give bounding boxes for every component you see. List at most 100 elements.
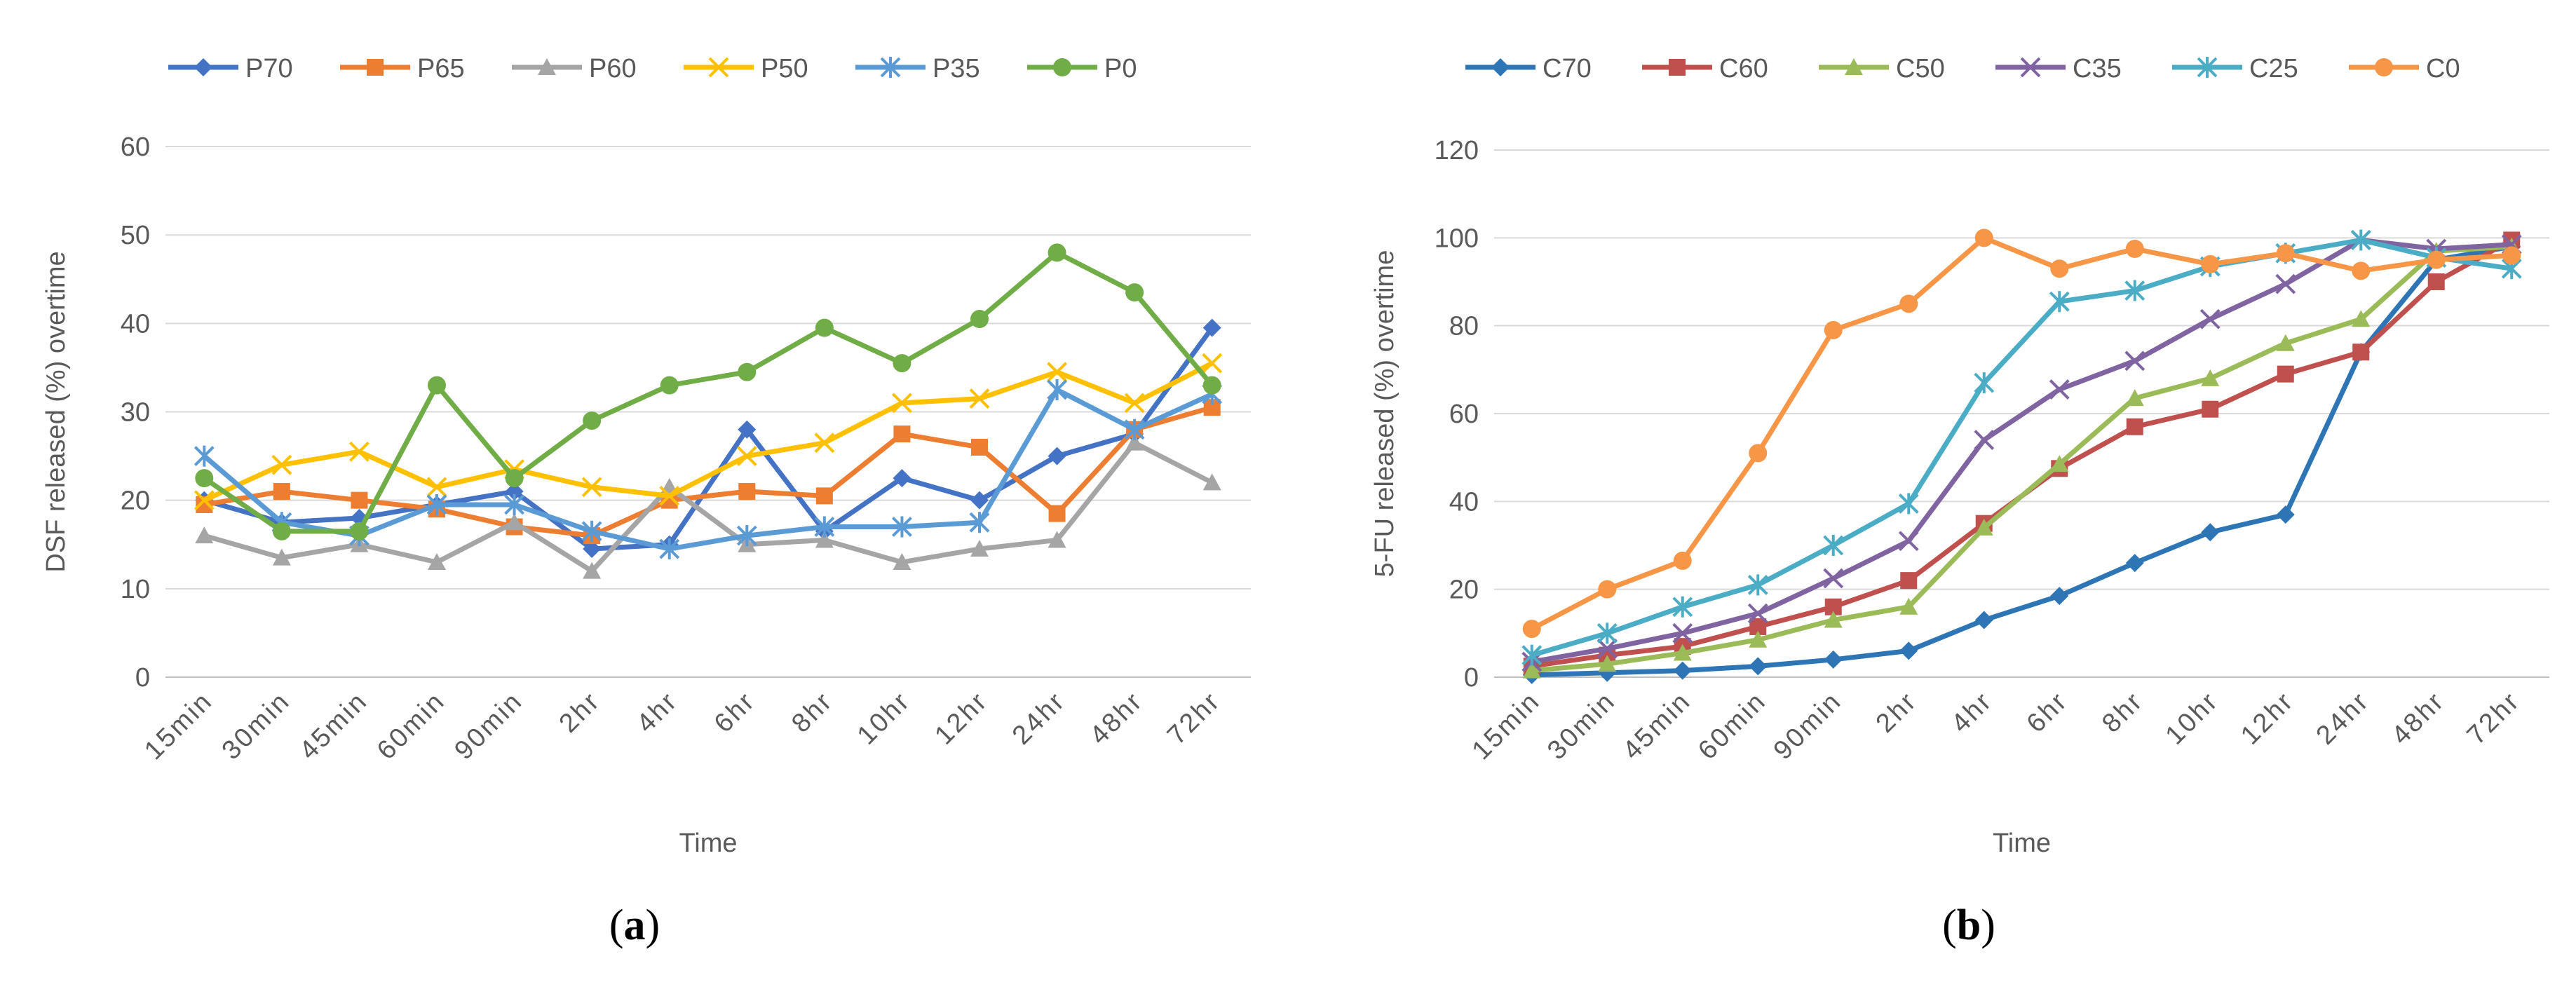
x-tick-label: 4hr — [631, 686, 684, 739]
data-point — [1673, 644, 1692, 661]
x-tick-label: 10hr — [852, 686, 916, 751]
data-point — [1124, 393, 1145, 414]
data-point — [505, 469, 524, 488]
y-tick-label: 80 — [1449, 312, 1479, 341]
data-point — [1048, 505, 1066, 522]
legend-label: P60 — [589, 54, 637, 83]
x-tick-label: 60min — [1693, 686, 1772, 765]
data-point — [892, 516, 912, 538]
legend-label: P50 — [761, 54, 808, 83]
data-point — [969, 388, 990, 409]
data-point — [971, 438, 988, 456]
data-point — [1899, 294, 1918, 313]
legend-label: C25 — [2249, 54, 2298, 83]
x-tick-label: 48hr — [2386, 686, 2450, 751]
data-point — [581, 477, 602, 498]
series-line-C70 — [1531, 244, 2512, 678]
x-tick-label: 12hr — [929, 686, 994, 751]
x-tick-label: 60min — [372, 686, 451, 765]
legend-entry: C50 — [1819, 54, 1945, 83]
data-point — [659, 538, 680, 560]
series-C70 — [1522, 237, 2521, 684]
panel-label: (b) — [1942, 901, 1995, 949]
series-line-P35 — [203, 387, 1214, 552]
x-tick-label: 12hr — [2235, 686, 2300, 751]
x-tick-label: 90min — [449, 686, 528, 765]
y-tick-label: 40 — [121, 309, 150, 339]
data-point — [1749, 444, 1768, 463]
data-point — [505, 513, 524, 531]
data-point — [1749, 657, 1768, 676]
legend-marker — [194, 58, 212, 76]
data-point — [2275, 273, 2296, 294]
legend-label: P0 — [1104, 54, 1137, 83]
data-point — [195, 469, 214, 488]
data-point — [2125, 240, 2144, 258]
legend-marker — [2375, 58, 2393, 76]
data-point — [1202, 473, 1221, 491]
data-point — [2427, 250, 2446, 269]
data-point — [2502, 246, 2521, 265]
data-point — [1048, 447, 1066, 465]
data-point — [893, 354, 911, 373]
data-point — [1521, 644, 1543, 666]
data-point — [273, 483, 290, 501]
x-tick-label: 8hr — [786, 686, 839, 739]
series-P0 — [195, 243, 1221, 540]
data-point — [970, 310, 989, 329]
data-point — [660, 376, 679, 395]
data-point — [659, 485, 680, 506]
data-point — [428, 376, 446, 395]
x-tick-label: 2hr — [554, 686, 606, 739]
data-point — [195, 526, 214, 544]
data-point — [2125, 554, 2144, 573]
data-point — [1598, 580, 1617, 599]
series-line-C35 — [1531, 237, 2512, 665]
y-tick-label: 100 — [1435, 224, 1479, 253]
series-C35 — [1521, 230, 2522, 672]
x-tick-label: 10hr — [2160, 686, 2225, 751]
data-point — [736, 525, 757, 547]
data-point — [581, 520, 602, 542]
data-point — [2350, 229, 2371, 251]
legend-marker — [1053, 58, 1071, 76]
data-point — [2050, 587, 2069, 606]
chart-b: 0 20 40 60 80 100 120 15min30min45min60min90min… — [1370, 54, 2549, 949]
data-point — [1974, 372, 1995, 394]
data-point — [2125, 389, 2144, 407]
data-point — [2277, 365, 2294, 383]
x-axis-title: Time — [679, 829, 737, 858]
x-tick-label: 2hr — [1871, 686, 1923, 739]
data-point — [194, 445, 215, 467]
series-line-P60 — [203, 440, 1214, 574]
legend-marker — [2020, 57, 2041, 78]
y-tick-label: 0 — [1464, 663, 1479, 693]
legend-entry: P70 — [168, 54, 293, 83]
y-tick-label: 20 — [1449, 576, 1479, 605]
y-axis-title: DSF released (%) overtime — [41, 251, 71, 572]
data-point — [1824, 611, 1843, 628]
legend-entry: C0 — [2349, 54, 2460, 83]
legend-label: C50 — [1896, 54, 1945, 83]
data-point — [738, 483, 756, 501]
data-point — [1598, 655, 1617, 672]
y-tick-label: 30 — [121, 398, 150, 428]
data-point — [815, 318, 834, 337]
x-tick-label: 30min — [217, 686, 296, 765]
data-point — [504, 494, 524, 515]
data-point — [2427, 273, 2445, 290]
data-point — [1823, 568, 1844, 589]
data-point — [970, 491, 989, 510]
legend-marker — [2197, 57, 2218, 78]
data-point — [1824, 650, 1843, 669]
data-point — [2276, 334, 2295, 351]
legend-marker — [1669, 59, 1686, 76]
data-point — [2352, 261, 2371, 280]
data-point — [351, 491, 368, 509]
data-point — [1047, 362, 1067, 383]
data-point — [1202, 376, 1221, 395]
data-point — [426, 477, 447, 498]
series-line-C25 — [1531, 237, 2512, 658]
data-point — [1900, 572, 1918, 590]
